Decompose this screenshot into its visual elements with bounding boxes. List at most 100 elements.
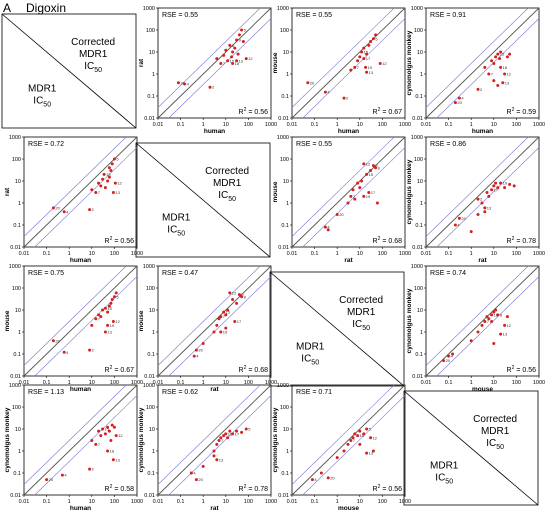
y-tick-label: 0.1 xyxy=(281,471,289,477)
data-point xyxy=(192,354,196,358)
point-label: 12 xyxy=(117,181,122,186)
fold-line-upper xyxy=(23,265,127,366)
data-point xyxy=(492,62,496,66)
x-axis-label: mouse xyxy=(338,505,359,512)
data-point xyxy=(226,59,230,63)
y-axis-label: cynomolgus monkey xyxy=(406,30,413,95)
data-point xyxy=(476,330,480,334)
r2-label: R2 = 0.58 xyxy=(105,484,135,493)
plot-frame xyxy=(291,7,406,119)
point-label: 12 xyxy=(248,56,253,61)
point-label: 13 xyxy=(107,330,112,335)
data-point xyxy=(51,206,55,210)
y-tick-label: 1 xyxy=(18,449,21,455)
data-point xyxy=(114,434,118,438)
x-tick-label: 100 xyxy=(378,499,387,505)
y-tick-label: 1 xyxy=(18,330,21,336)
ic50-label: IC50 xyxy=(218,190,236,203)
data-point xyxy=(476,197,480,201)
point-label: 2 xyxy=(480,197,483,202)
corrected-label: Corrected xyxy=(339,295,383,306)
data-point xyxy=(106,425,110,429)
point-label: 17 xyxy=(494,187,499,192)
point-label: 2 xyxy=(212,85,215,90)
data-point xyxy=(498,57,502,61)
data-point xyxy=(110,298,114,302)
identity-line xyxy=(157,7,272,119)
data-point xyxy=(356,434,360,438)
data-point xyxy=(496,52,500,56)
y-tick-label: 1000 xyxy=(143,6,155,12)
data-point xyxy=(215,57,219,61)
data-point xyxy=(365,52,369,56)
x-tick-label: 1000 xyxy=(533,122,545,128)
x-tick-label: 0.01 xyxy=(19,499,30,505)
x-tick-label: 100 xyxy=(512,380,521,386)
x-tick-label: 100 xyxy=(378,251,387,257)
fold-line-upper xyxy=(425,136,529,237)
fold-line-upper xyxy=(291,384,395,485)
data-point xyxy=(240,430,244,434)
y-tick-label: 100 xyxy=(414,286,423,292)
y-tick-label: 0.1 xyxy=(147,94,155,100)
data-point xyxy=(219,315,223,319)
data-point xyxy=(508,182,512,186)
x-tick-label: 0.1 xyxy=(43,251,51,257)
data-point xyxy=(362,194,366,198)
point-label: 7 xyxy=(223,61,226,66)
x-tick-label: 1 xyxy=(68,499,71,505)
y-tick-label: 0.01 xyxy=(144,374,155,380)
y-axis-label: cynomolgus monkey xyxy=(4,407,11,472)
data-point xyxy=(358,429,362,433)
x-tick-label: 1 xyxy=(202,499,205,505)
x-tick-label: 0.1 xyxy=(445,122,453,128)
data-point xyxy=(480,323,484,327)
point-label: 7 xyxy=(357,65,360,70)
data-point xyxy=(112,157,116,161)
point-label: 12 xyxy=(115,319,120,324)
data-point xyxy=(106,323,110,327)
plot-frame xyxy=(23,136,138,248)
data-point xyxy=(97,181,101,185)
x-tick-label: 10 xyxy=(491,380,497,386)
data-point xyxy=(369,40,373,44)
data-point xyxy=(494,55,498,59)
fold-line-upper xyxy=(291,136,395,237)
x-tick-label: 0.01 xyxy=(421,122,432,128)
data-point xyxy=(323,225,327,229)
diagonal-box xyxy=(403,390,539,506)
fold-line-lower xyxy=(302,147,406,248)
plot-frame xyxy=(425,7,540,119)
panel-letter: A xyxy=(3,1,12,15)
point-label: 12 xyxy=(118,433,123,438)
data-point xyxy=(219,62,223,66)
r2-label: R2 = 0.56 xyxy=(105,236,135,245)
data-point xyxy=(90,323,94,327)
point-label: 18 xyxy=(235,61,240,66)
point-label: 19 xyxy=(503,181,508,186)
y-tick-label: 10 xyxy=(417,308,423,314)
y-axis-label: cynomolgus monkey xyxy=(138,407,145,472)
x-tick-label: 0.1 xyxy=(177,499,185,505)
x-tick-label: 1 xyxy=(470,380,473,386)
data-point xyxy=(483,206,487,210)
data-point xyxy=(222,434,226,438)
data-point xyxy=(490,188,494,192)
point-label: 8 xyxy=(500,312,503,317)
fold-line-upper xyxy=(157,7,261,108)
point-label: 20 xyxy=(330,475,335,480)
x-tick-label: 1000 xyxy=(399,499,411,505)
point-label: 5 xyxy=(116,294,119,299)
data-point xyxy=(94,442,98,446)
y-tick-label: 100 xyxy=(280,157,289,163)
data-point xyxy=(215,442,219,446)
point-label: 13 xyxy=(505,80,510,85)
point-label: 20 xyxy=(457,100,462,105)
x-tick-label: 10 xyxy=(357,251,363,257)
x-tick-label: 1 xyxy=(470,122,473,128)
point-label: 15 xyxy=(494,312,499,317)
data-point xyxy=(306,81,310,85)
x-tick-label: 100 xyxy=(512,122,521,128)
x-axis-label: human xyxy=(70,257,91,264)
data-point xyxy=(109,301,113,305)
